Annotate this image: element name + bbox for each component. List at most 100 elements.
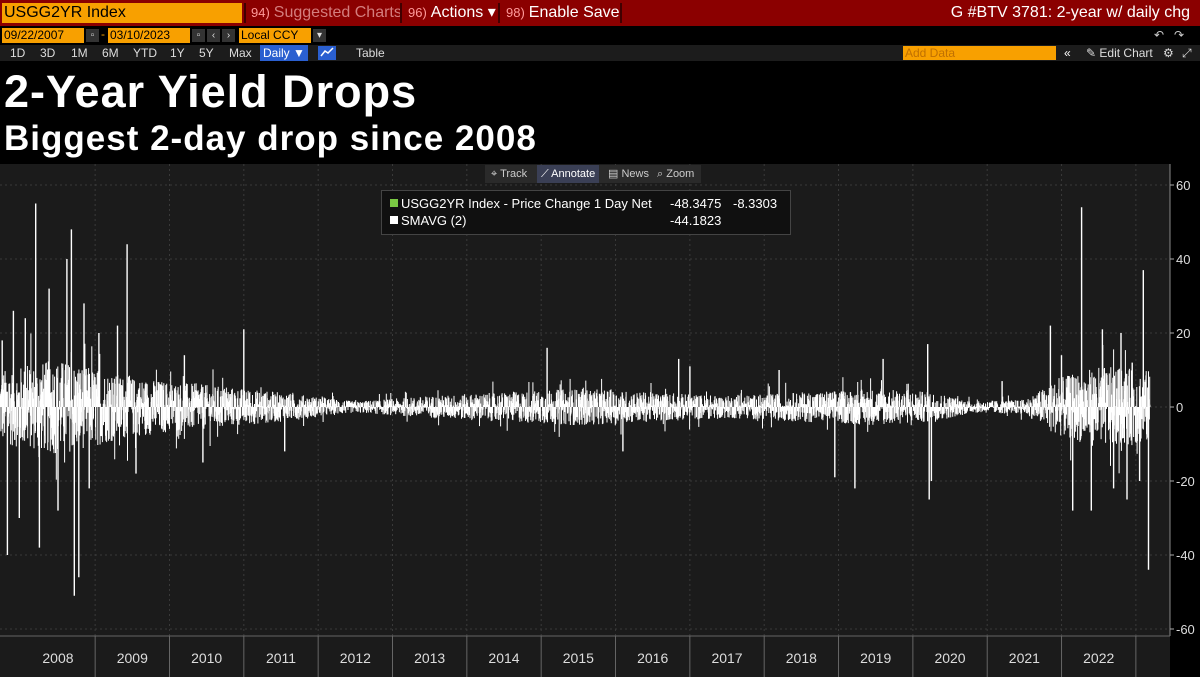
ticker-field[interactable]: USGG2YR Index xyxy=(2,3,242,23)
news-icon: ▤ xyxy=(608,168,622,180)
add-data-input[interactable]: Add Data xyxy=(903,46,1056,60)
x-tick-label: 2014 xyxy=(488,650,519,666)
divider xyxy=(498,3,500,23)
redo-icon[interactable]: ↷ xyxy=(1174,28,1185,42)
chart-subtitle: Biggest 2-day drop since 2008 xyxy=(4,119,537,158)
prev-arrow-icon[interactable]: ‹ xyxy=(207,29,220,42)
pencil-icon: ✎ xyxy=(1086,46,1100,60)
track-label: Track xyxy=(500,168,528,180)
legend-last-value: -48.3475 xyxy=(670,196,722,211)
magnifier-icon: ⌕ xyxy=(657,168,667,180)
legend-smavg-value: -44.1823 xyxy=(670,213,722,228)
annotate-tool[interactable]: ⟋ Annotate xyxy=(537,165,600,183)
table-button[interactable]: Table xyxy=(356,46,385,60)
line-chart-icon[interactable] xyxy=(318,46,336,60)
actions-number: 96) xyxy=(408,5,427,20)
x-axis: 2008 2009 2010 2011 2012 2013 2014 2015 2016 2017… xyxy=(0,635,1170,677)
x-tick-label: 2017 xyxy=(711,650,742,666)
legend-row-price-change[interactable]: USGG2YR Index - Price Change 1 Day Net xyxy=(390,195,652,212)
legend-series-name: USGG2YR Index - Price Change 1 Day Net xyxy=(401,196,652,211)
end-date-field[interactable]: 03/10/2023 xyxy=(108,28,190,43)
x-tick-label: 2020 xyxy=(934,650,965,666)
news-label: News xyxy=(621,168,649,180)
calendar-icon[interactable]: ▫ xyxy=(86,29,99,42)
chart-title: 2-Year Yield Drops xyxy=(4,66,418,117)
collapse-icon[interactable]: « xyxy=(1064,46,1071,60)
chevron-down-icon[interactable]: ▾ xyxy=(313,29,326,42)
y-tick-label: -40 xyxy=(1176,548,1195,563)
enable-save-button[interactable]: 98) Enable Save xyxy=(502,3,624,23)
chart-area[interactable]: 60 40 20 0 -20 -40 -60 2008 2009 2010 2011 2012 201… xyxy=(0,164,1200,677)
period-1y[interactable]: 1Y xyxy=(170,46,185,60)
legend-swatch-white xyxy=(390,216,398,224)
chart-toolbar: ⌖ Track ⟋ Annotate ▤ News ⌕ Zoom xyxy=(485,165,701,183)
y-tick-label: 40 xyxy=(1176,252,1190,267)
actions-label: Actions ▾ xyxy=(430,4,496,21)
date-dash: - xyxy=(101,27,105,41)
x-tick-label: 2015 xyxy=(563,650,594,666)
legend-swatch-green xyxy=(390,199,398,207)
y-tick-label: 20 xyxy=(1176,326,1190,341)
top-bar: USGG2YR Index 94) Suggested Charts 96) Act… xyxy=(0,0,1200,26)
y-tick-label: 60 xyxy=(1176,178,1190,193)
y-axis: 60 40 20 0 -20 -40 -60 xyxy=(1169,164,1195,637)
date-range-row: 09/22/2007 ▫ - 03/10/2023 ▫ ‹ › Local CC… xyxy=(0,27,1200,44)
next-arrow-icon[interactable]: › xyxy=(222,29,235,42)
frequency-select[interactable]: Daily ▼ xyxy=(260,45,308,61)
annotate-label: Annotate xyxy=(551,168,596,180)
x-tick-label: 2016 xyxy=(637,650,668,666)
news-tool[interactable]: ▤ News xyxy=(604,165,653,183)
zoom-label: Zoom xyxy=(666,168,695,180)
zoom-tool[interactable]: ⌕ Zoom xyxy=(653,165,698,183)
legend-series-name: SMAVG (2) xyxy=(401,213,467,228)
period-6m[interactable]: 6M xyxy=(102,46,119,60)
period-5y[interactable]: 5Y xyxy=(199,46,214,60)
divider xyxy=(400,3,402,23)
x-tick-label: 2018 xyxy=(786,650,817,666)
legend-prev-value: -8.3303 xyxy=(733,196,778,211)
x-tick-label: 2013 xyxy=(414,650,445,666)
y-tick-label: -60 xyxy=(1176,622,1195,637)
actions-button[interactable]: 96) Actions ▾ xyxy=(404,3,500,23)
crosshair-icon: ⌖ xyxy=(491,168,501,180)
bar-series xyxy=(0,203,1151,596)
y-tick-label: 0 xyxy=(1176,400,1183,415)
period-row: 1D 3D 1M 6M YTD 1Y 5Y Max Daily ▼ Table … xyxy=(0,45,1200,61)
track-tool[interactable]: ⌖ Track xyxy=(487,165,531,183)
calendar-icon[interactable]: ▫ xyxy=(192,29,205,42)
period-1d[interactable]: 1D xyxy=(10,46,26,60)
period-max[interactable]: Max xyxy=(229,46,252,60)
start-date-field[interactable]: 09/22/2007 xyxy=(2,28,84,43)
suggested-charts-number: 94) xyxy=(251,5,270,20)
line-chart-glyph xyxy=(320,47,334,57)
settings-icon[interactable]: ⚙ xyxy=(1163,46,1174,60)
y-tick-label: -20 xyxy=(1176,474,1195,489)
x-tick-label: 2010 xyxy=(191,650,222,666)
edit-chart-label: Edit Chart xyxy=(1099,46,1153,60)
x-tick-label: 2012 xyxy=(340,650,371,666)
divider xyxy=(620,3,622,23)
x-tick-label: 2021 xyxy=(1009,650,1040,666)
currency-select[interactable]: Local CCY xyxy=(239,28,311,43)
period-1m[interactable]: 1M xyxy=(71,46,88,60)
x-axis-band xyxy=(0,636,1170,677)
expand-icon[interactable]: ⤢ xyxy=(1182,46,1192,60)
x-tick-label: 2022 xyxy=(1083,650,1114,666)
x-tick-label: 2019 xyxy=(860,650,891,666)
x-tick-label: 2009 xyxy=(117,650,148,666)
x-tick-label: 2008 xyxy=(42,650,73,666)
legend: USGG2YR Index - Price Change 1 Day Net -… xyxy=(381,190,791,235)
suggested-charts-button[interactable]: 94) Suggested Charts xyxy=(247,3,406,23)
chart-window-title: G #BTV 3781: 2-year w/ daily chg xyxy=(950,4,1190,21)
divider xyxy=(244,3,246,23)
legend-row-smavg[interactable]: SMAVG (2) xyxy=(390,212,467,229)
x-tick-label: 2011 xyxy=(266,650,296,666)
suggested-charts-label: Suggested Charts xyxy=(273,4,402,21)
enable-save-label: Enable Save xyxy=(528,4,620,21)
undo-icon[interactable]: ↶ xyxy=(1154,28,1165,42)
period-ytd[interactable]: YTD xyxy=(133,46,157,60)
period-3d[interactable]: 3D xyxy=(40,46,56,60)
pencil-icon: ⟋ xyxy=(541,168,552,180)
enable-save-number: 98) xyxy=(506,5,525,20)
edit-chart-button[interactable]: ✎ Edit Chart xyxy=(1086,45,1153,61)
